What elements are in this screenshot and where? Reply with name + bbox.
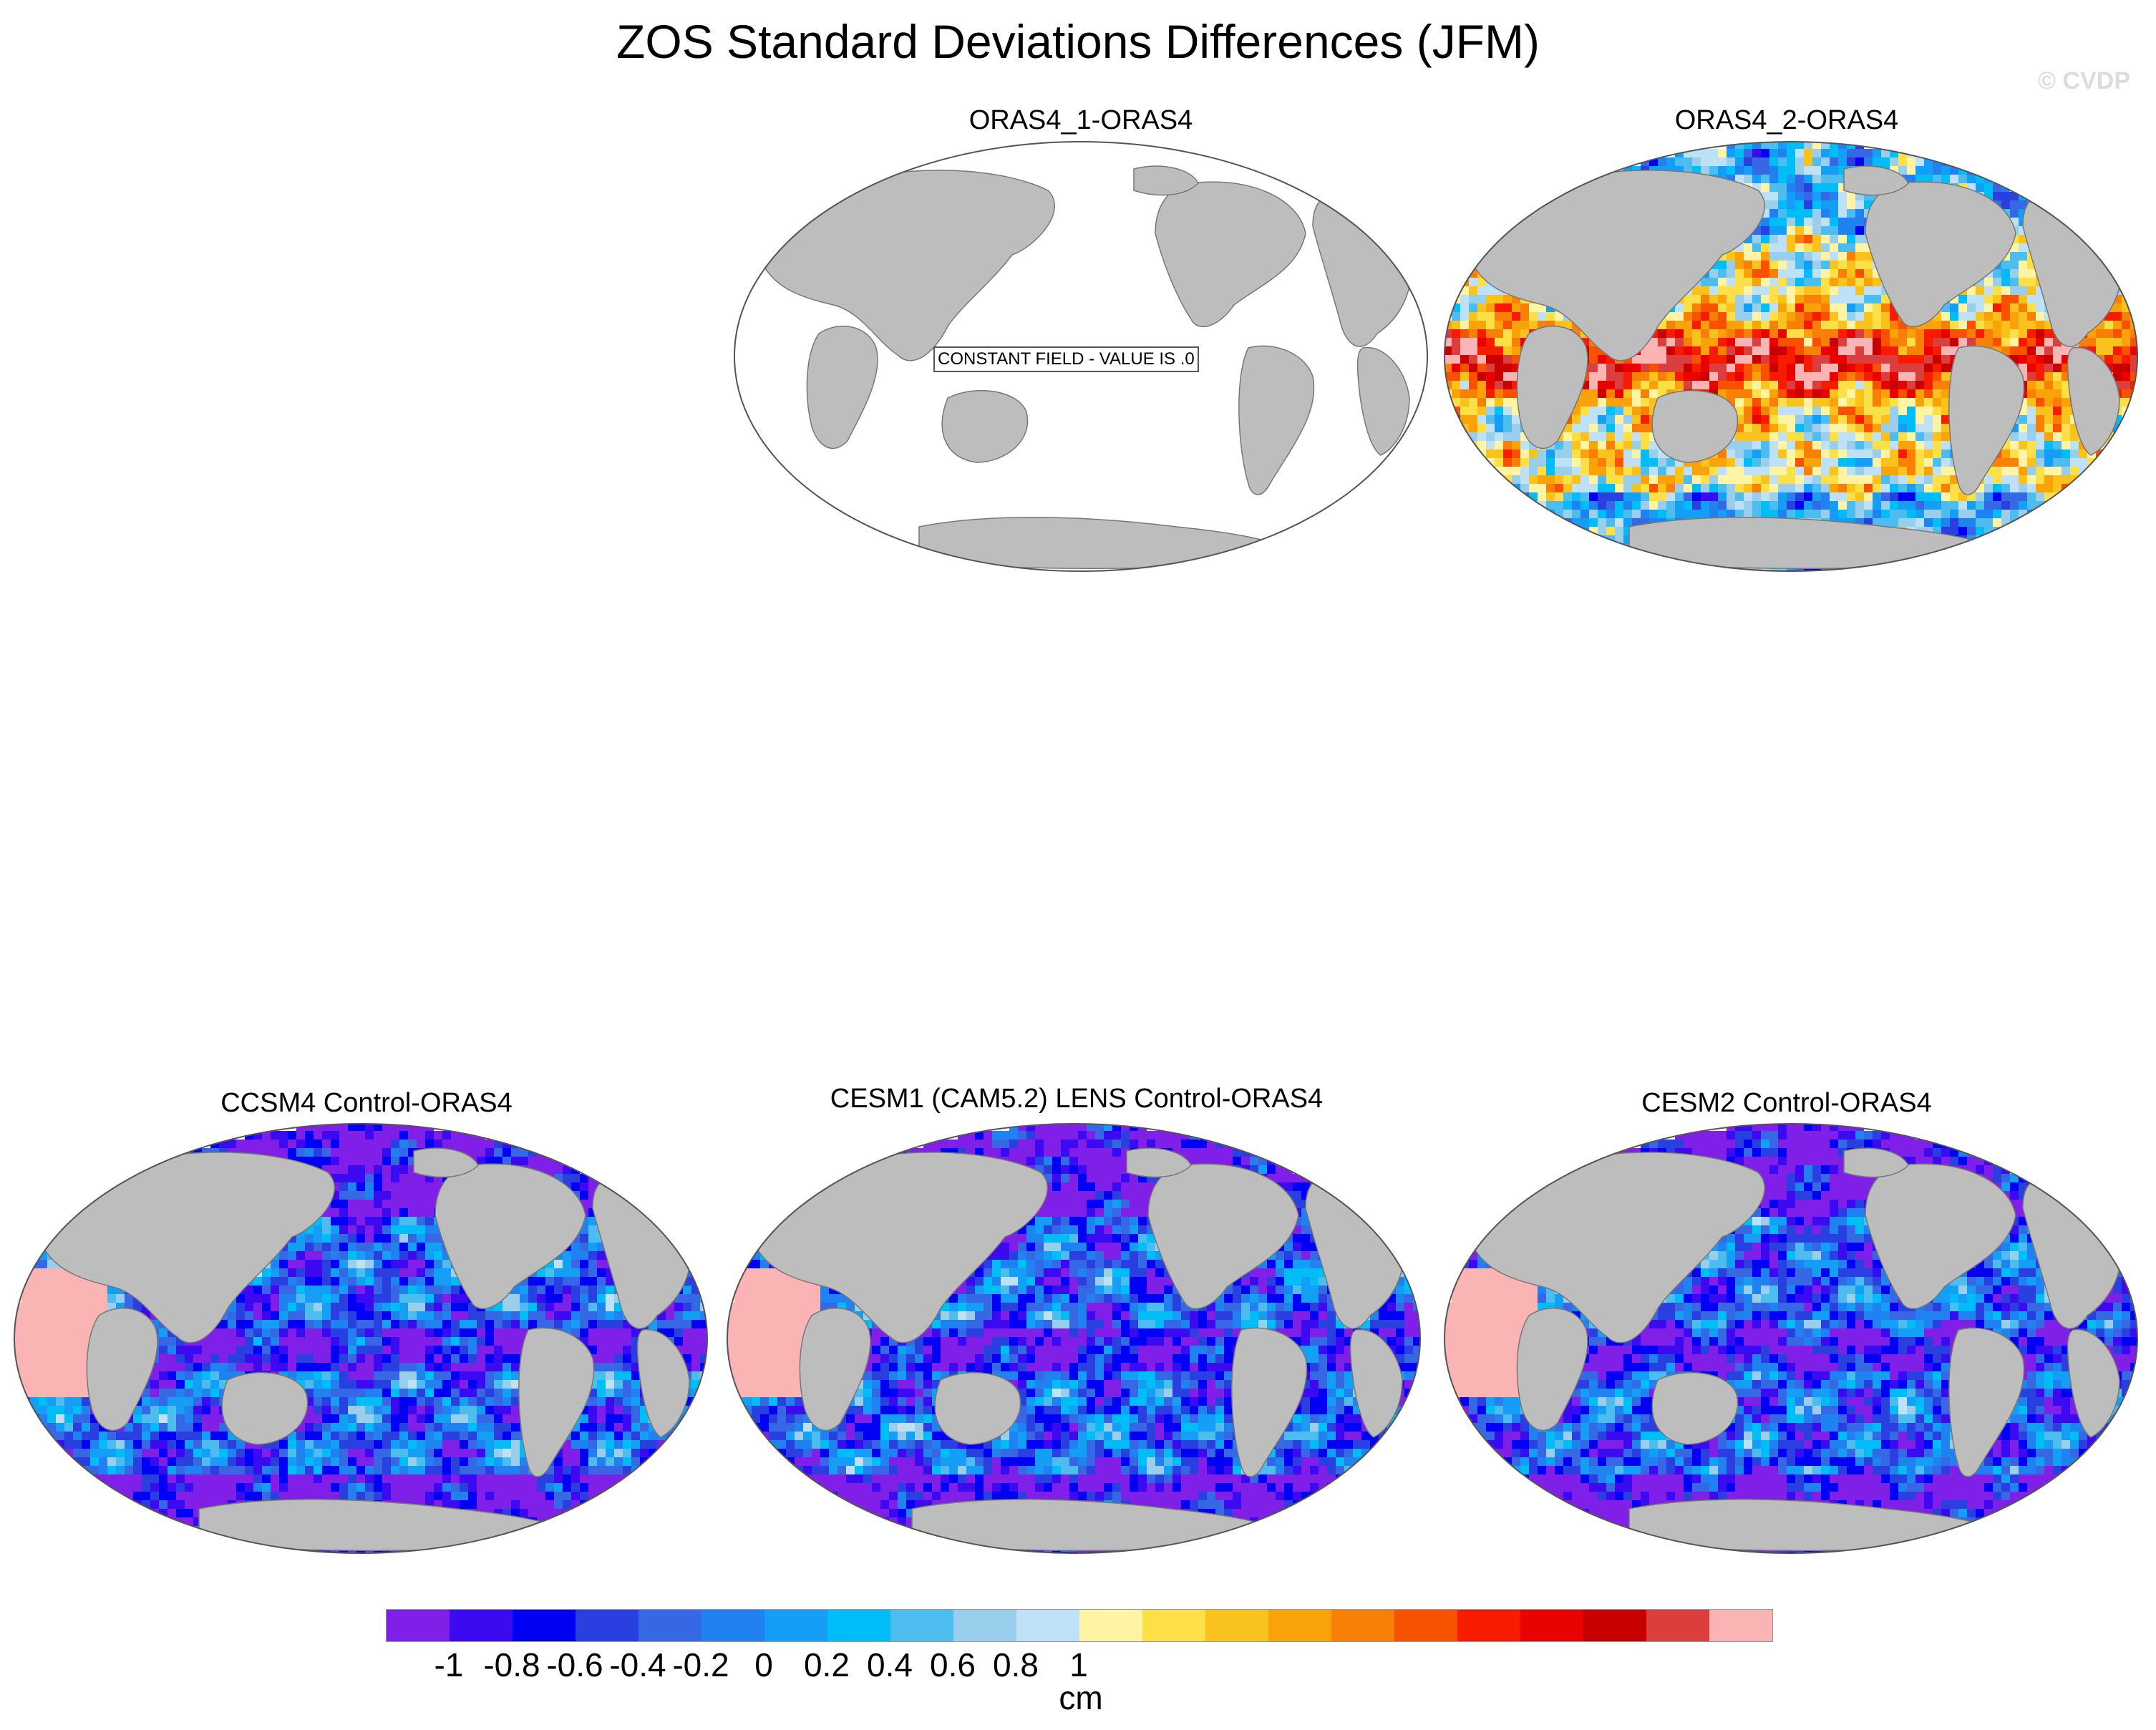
colorbar-box [1583, 1610, 1646, 1641]
panel-title-ccsm4: CCSM4 Control-ORAS4 [220, 1088, 513, 1118]
colorbar-unit-label: cm [1059, 1679, 1103, 1716]
colorbar-box [1709, 1610, 1772, 1641]
constant-field-notice: CONSTANT FIELD - VALUE IS .0 [933, 346, 1199, 372]
land-mass [1471, 170, 1765, 361]
colorbar-box [1268, 1610, 1331, 1641]
panel-title-oras4-2: ORAS4_2-ORAS4 [1674, 105, 1899, 135]
colorbar-box [450, 1610, 513, 1641]
colorbar-box [1520, 1610, 1583, 1641]
map-outline [734, 141, 1428, 572]
land-mass [1147, 1163, 1299, 1309]
land-mass [799, 1307, 871, 1431]
colorbar-box [764, 1610, 827, 1641]
map-outline [1444, 1123, 2138, 1554]
land-mass [413, 1147, 479, 1178]
colorbar-box [1331, 1610, 1394, 1641]
land-mass [1471, 1152, 1765, 1343]
colorbar-box [1142, 1610, 1205, 1641]
map-panel-oras4-2 [1443, 140, 2139, 573]
land-mass [1948, 345, 2025, 495]
colorbar-box [890, 1610, 953, 1641]
land-mass [1155, 181, 1306, 327]
land-mass [1651, 389, 1739, 463]
map-svg [727, 1123, 1421, 1554]
land-mass [754, 1152, 1048, 1343]
colorbar-tick-label: 0.6 [930, 1646, 976, 1683]
land-mass [518, 1327, 595, 1477]
land-mass [86, 1307, 158, 1431]
map-panel-cesm1 [726, 1122, 1422, 1555]
colorbar-tick-label: -1 [434, 1646, 464, 1683]
colorbar-box [638, 1610, 701, 1641]
land-mass [1516, 325, 1588, 449]
colorbar-box [387, 1610, 450, 1641]
land-mass [1843, 165, 1909, 196]
land-mass [2067, 1328, 2120, 1438]
colorbar-tick-label: -0.4 [609, 1646, 666, 1683]
map-svg [14, 1123, 708, 1554]
land-mass [434, 1163, 586, 1309]
cvdp-watermark: © CVDP [2038, 67, 2130, 94]
map-panel-cesm2 [1443, 1122, 2139, 1555]
colorbar-box [576, 1610, 638, 1641]
colorbar-box [1457, 1610, 1520, 1641]
land-mass [1356, 346, 1410, 456]
land-mass [1133, 165, 1199, 196]
colorbar-tick-label: 0.2 [804, 1646, 850, 1683]
colorbar-tick-label: 0.8 [993, 1646, 1039, 1683]
colorbar-tick-label: 0.4 [867, 1646, 913, 1683]
panel-title-cesm1: CESM1 (CAM5.2) LENS Control-ORAS4 [830, 1084, 1324, 1114]
colorbar-tick-label: 0 [754, 1646, 773, 1683]
land-mass [1349, 1328, 1403, 1438]
map-svg [1444, 141, 2138, 572]
colorbar-tick-label: -0.2 [672, 1646, 729, 1683]
land-mass [2067, 346, 2120, 456]
map-panel-ccsm4 [13, 1122, 709, 1555]
map-outline [1444, 141, 2138, 572]
land-mass [41, 1152, 335, 1343]
land-mass [934, 1371, 1021, 1445]
land-mass [1843, 1147, 1909, 1178]
panel-title-oras4-1: ORAS4_1-ORAS4 [968, 105, 1193, 135]
land-mass [1231, 1327, 1308, 1477]
land-mass [1865, 1163, 2016, 1309]
colorbar-box [701, 1610, 764, 1641]
land-mass [1651, 1371, 1739, 1445]
map-outline [727, 1123, 1421, 1554]
colorbar-box [1205, 1610, 1268, 1641]
colorbar-tick-label: -0.8 [483, 1646, 540, 1683]
land-mass [806, 325, 878, 449]
colorbar-box [513, 1610, 576, 1641]
colorbar-tick-label: -0.6 [546, 1646, 603, 1683]
land-mass [1516, 1307, 1588, 1431]
colorbar-box [827, 1610, 890, 1641]
land-mass [1238, 345, 1315, 495]
land-mass [1948, 1327, 2025, 1477]
colorbar-tick-label: 1 [1069, 1646, 1088, 1683]
land-mass [941, 389, 1029, 463]
colorbar-box [1646, 1610, 1709, 1641]
land-mass [636, 1328, 690, 1438]
land-mass [1126, 1147, 1192, 1178]
land-mass [1865, 181, 2016, 327]
map-outline [14, 1123, 708, 1554]
colorbar [386, 1609, 1773, 1642]
land-mass [761, 170, 1055, 361]
map-svg [1444, 1123, 2138, 1554]
colorbar-box [1394, 1610, 1457, 1641]
panel-title-cesm2: CESM2 Control-ORAS4 [1641, 1088, 1932, 1118]
colorbar-box [1079, 1610, 1142, 1641]
figure-title: ZOS Standard Deviations Differences (JFM… [616, 15, 1540, 68]
colorbar-box [1016, 1610, 1079, 1641]
land-mass [221, 1371, 309, 1445]
colorbar-box [953, 1610, 1016, 1641]
